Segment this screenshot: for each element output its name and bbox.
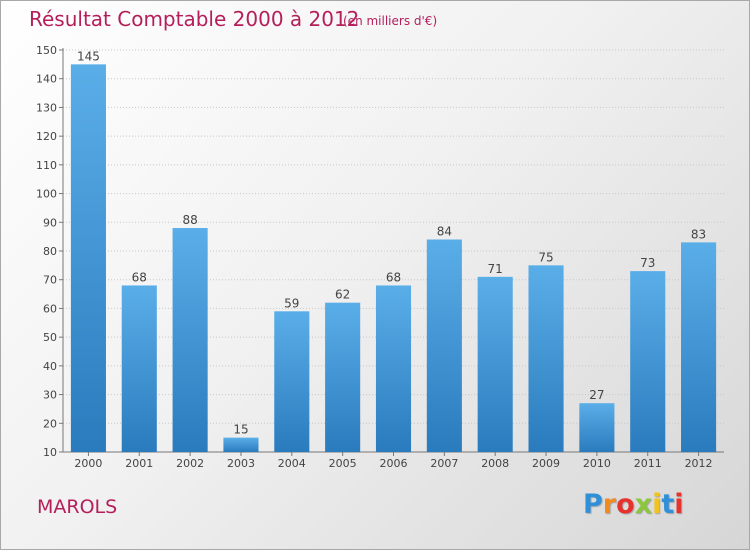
y-tick-label: 60 [43, 302, 57, 315]
bar [630, 271, 666, 452]
x-tick-labels: 2000 2001 2002 2003 2004 2005 2006 2007 2008 2009… [74, 457, 712, 470]
bar [70, 64, 106, 452]
logo-letter: i [674, 489, 684, 520]
bar [223, 437, 259, 452]
x-tick-label: 2012 [685, 457, 713, 470]
bar [477, 276, 513, 452]
x-tick-label: 2010 [583, 457, 611, 470]
x-tick-label: 2008 [481, 457, 509, 470]
y-tick-label: 20 [43, 417, 57, 430]
x-tick-label: 2002 [176, 457, 204, 470]
y-tick-label: 100 [36, 188, 57, 201]
x-tick-label: 2011 [634, 457, 662, 470]
x-tick-label: 2009 [532, 457, 560, 470]
x-tick-label: 2000 [74, 457, 102, 470]
y-tick-label: 90 [43, 216, 57, 229]
bar [325, 302, 361, 452]
data-labels: 145 68 88 15 59 62 68 84 71 75 27 73 83 [77, 49, 706, 436]
data-label: 59 [284, 296, 299, 310]
chart-subtitle: (en milliers d'€) [343, 14, 438, 28]
y-tick-label: 140 [36, 73, 57, 86]
logo-letter: i [652, 489, 662, 520]
x-tick-label: 2004 [278, 457, 306, 470]
y-tick-label: 70 [43, 274, 57, 287]
data-label: 68 [386, 270, 401, 284]
y-tick-label: 130 [36, 101, 57, 114]
y-tick-label: 80 [43, 245, 57, 258]
logo-letter: P [583, 489, 603, 520]
bar [681, 242, 717, 452]
y-tick-label: 120 [36, 130, 57, 143]
bar [121, 285, 157, 452]
x-tick-label: 2005 [329, 457, 357, 470]
x-tick-label: 2007 [430, 457, 458, 470]
x-tick-label: 2001 [125, 457, 153, 470]
bars [70, 64, 717, 452]
data-label: 75 [538, 250, 553, 264]
y-tick-label: 110 [36, 159, 57, 172]
location-label: MAROLS [37, 496, 118, 518]
data-label: 73 [640, 256, 655, 270]
data-label: 88 [182, 213, 197, 227]
bar [579, 403, 615, 452]
data-label: 68 [132, 270, 147, 284]
y-tick-labels: 10 20 30 40 50 60 70 80 90 100 110 120 130 140 150 [36, 44, 57, 459]
bar [172, 228, 208, 452]
x-tick-label: 2006 [380, 457, 408, 470]
data-label: 27 [589, 388, 604, 402]
y-tick-label: 40 [43, 360, 57, 373]
bar [375, 285, 412, 452]
logo-letter: r [602, 489, 617, 520]
data-label: 84 [437, 225, 452, 239]
logo-letter: o [616, 489, 635, 520]
y-tick-label: 10 [43, 446, 57, 459]
data-label: 71 [488, 262, 503, 276]
bar [528, 265, 564, 452]
bar [274, 311, 310, 452]
chart-title: Résultat Comptable 2000 à 2012 [29, 7, 360, 31]
data-label: 83 [691, 227, 706, 241]
y-tick-label: 150 [36, 44, 57, 57]
y-tick-label: 30 [43, 389, 57, 402]
data-label: 145 [77, 49, 100, 63]
data-label: 62 [335, 288, 350, 302]
logo-letter: x [634, 489, 653, 520]
bar [426, 239, 462, 452]
data-label: 15 [233, 423, 248, 437]
logo-letter: t [661, 489, 675, 520]
x-tick-label: 2003 [227, 457, 255, 470]
proxiti-logo: Proxiti [583, 489, 684, 520]
y-tick-label: 50 [43, 331, 57, 344]
